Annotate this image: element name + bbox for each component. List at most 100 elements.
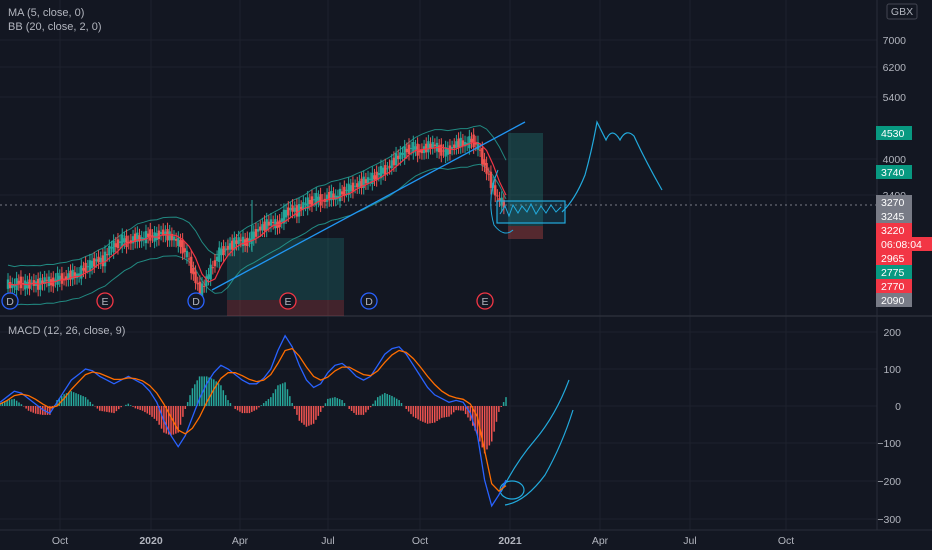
event-marker-dividend-2[interactable] (187, 292, 205, 310)
candle-body-203 (444, 147, 447, 157)
time-axis-label-2: Apr (232, 535, 249, 547)
candle-body-189 (414, 146, 417, 150)
candle-body-75 (168, 231, 171, 241)
candle-body-46 (105, 254, 109, 256)
candle-body-181 (397, 155, 400, 160)
candle-body-228 (498, 198, 501, 201)
macd-axis-label-0: 200 (883, 327, 901, 339)
candle-body-30 (71, 269, 74, 280)
event-marker-earnings-3[interactable] (279, 292, 297, 310)
candle-body-167 (366, 177, 370, 184)
candle-body-129 (284, 209, 288, 218)
event-marker-letter-4: D (365, 296, 373, 308)
candle-body-227 (496, 195, 499, 197)
price-axis-label-1: 6200 (883, 62, 907, 74)
candle-body-128 (282, 209, 286, 224)
candle-body-219 (478, 149, 482, 151)
price-axis-label-2: 5400 (883, 92, 907, 104)
candle-body-86 (192, 267, 195, 275)
candle-body-19 (47, 276, 51, 286)
event-marker-earnings-1[interactable] (96, 292, 114, 310)
candle-body-96 (213, 260, 217, 267)
candle-body-208 (455, 141, 458, 149)
candle-body-1 (8, 282, 12, 289)
candle-body-143 (315, 193, 318, 205)
candle-body-120 (265, 219, 268, 231)
candle-body-27 (65, 276, 68, 280)
candle-body-168 (368, 178, 372, 180)
legend-macd: MACD (12, 26, close, 9) (8, 325, 125, 337)
time-axis-label-1: 2020 (139, 535, 163, 547)
candle-body-36 (84, 262, 87, 273)
price-tag-0: 4530 (881, 128, 905, 140)
candle-body-6 (19, 276, 23, 289)
currency-badge (886, 3, 918, 20)
candle-body-17 (43, 277, 46, 284)
candle-body-65 (146, 233, 150, 237)
candle-body-102 (226, 245, 230, 250)
event-marker-letter-0: D (6, 296, 14, 308)
candle-body-216 (472, 134, 475, 148)
candle-body-209 (457, 138, 460, 148)
event-marker-earnings-5[interactable] (476, 292, 494, 310)
candle-body-124 (274, 219, 277, 229)
candle-body-48 (110, 247, 113, 249)
candle-body-174 (381, 167, 385, 174)
candle-body-3 (13, 284, 16, 287)
candle-body-44 (101, 255, 105, 267)
event-marker-dividend-0[interactable] (1, 292, 19, 310)
candle-body-5 (17, 280, 20, 285)
macd-axis-label-5: −300 (877, 514, 901, 526)
candle-body-156 (343, 186, 346, 197)
candle-body-115 (254, 229, 258, 237)
event-marker-dividend-4[interactable] (360, 292, 378, 310)
candle-body-105 (233, 237, 236, 250)
candle-body-222 (485, 162, 488, 174)
candle-body-81 (181, 239, 184, 254)
candle-body-53 (121, 234, 124, 247)
candle-body-173 (379, 166, 383, 179)
time-axis-label-3: Jul (321, 535, 334, 547)
price-tag-8: 2770 (881, 281, 905, 293)
candle-body-187 (409, 147, 413, 149)
price-tag-bg-2 (876, 195, 912, 209)
candle-body-165 (362, 176, 365, 188)
candle-body-145 (319, 194, 322, 206)
candlestick-series (6, 128, 506, 306)
candle-body-41 (95, 259, 98, 262)
candle-body-158 (347, 183, 350, 196)
signal-line (0, 347, 507, 492)
candle-body-23 (56, 272, 59, 285)
candle-body-101 (224, 248, 227, 250)
candle-body-87 (194, 271, 197, 284)
candle-body-54 (123, 238, 126, 243)
event-marker-letter-2: D (192, 296, 200, 308)
candle-body-215 (470, 138, 473, 143)
candle-body-196 (429, 143, 432, 149)
macd-axis-label-1: 100 (883, 364, 901, 376)
candle-body-109 (241, 236, 245, 247)
candle-body-127 (280, 218, 283, 222)
candle-body-104 (231, 240, 234, 250)
candle-body-83 (185, 250, 189, 258)
candle-body-34 (80, 265, 83, 279)
candle-body-32 (75, 273, 79, 279)
candle-body-78 (174, 238, 178, 241)
macd-axis-label-2: 0 (895, 401, 901, 413)
ma-line (7, 141, 507, 286)
candle-body-89 (198, 281, 202, 299)
candle-body-38 (88, 260, 92, 272)
candle-body-107 (237, 237, 240, 244)
candle-body-230 (502, 200, 506, 208)
candle-body-72 (162, 229, 165, 236)
candle-body-175 (384, 165, 387, 175)
candle-body-25 (60, 273, 64, 284)
candle-body-161 (353, 185, 357, 187)
candle-body-210 (459, 137, 462, 148)
candle-body-47 (108, 245, 111, 256)
candle-body-163 (358, 181, 361, 188)
candle-body-141 (310, 196, 314, 206)
price-tag-bg-8 (876, 279, 912, 293)
